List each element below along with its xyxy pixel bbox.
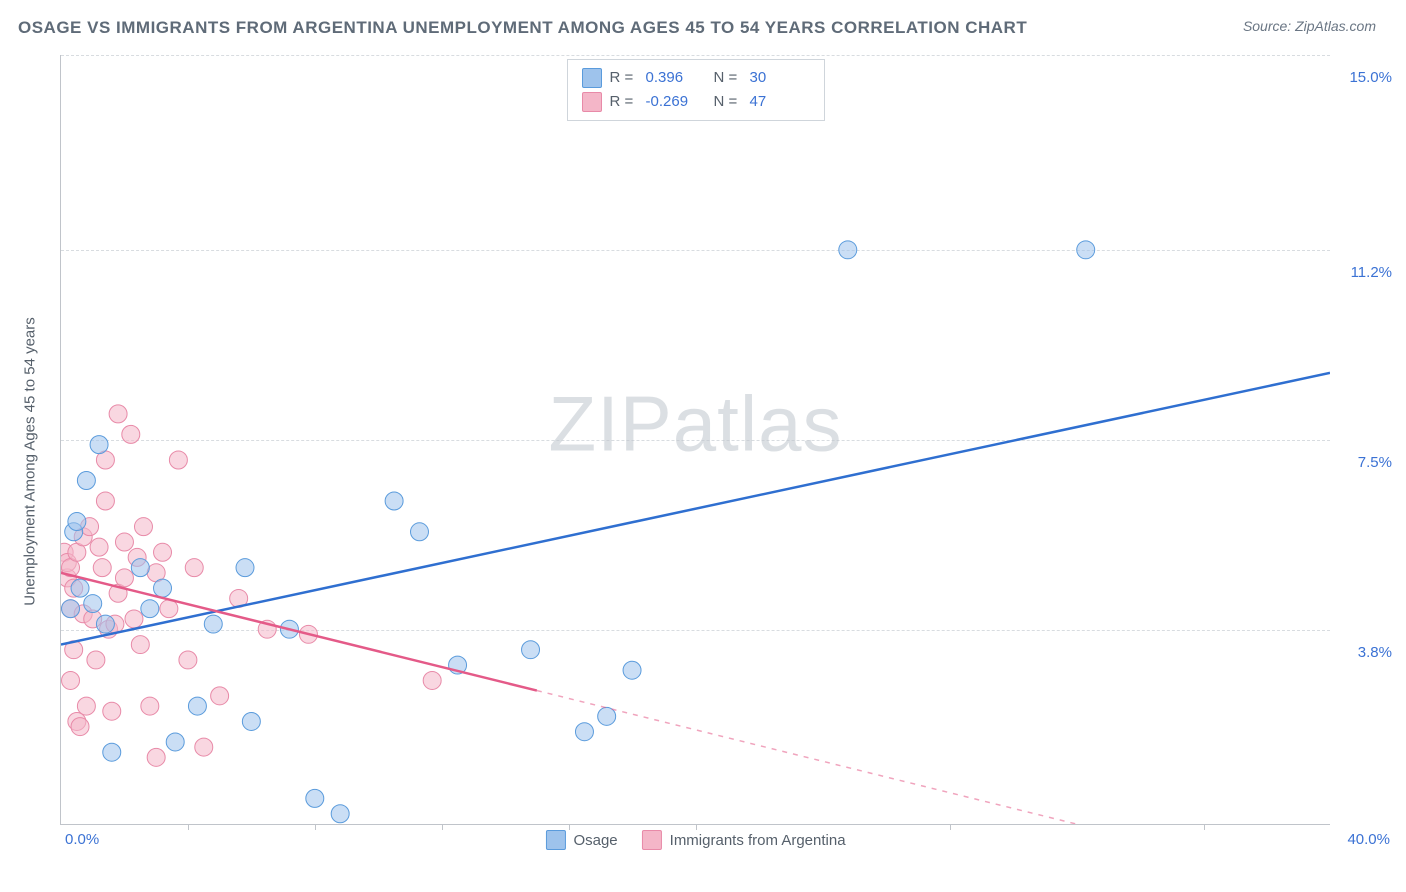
data-point [122, 425, 140, 443]
legend-label-argentina: Immigrants from Argentina [670, 832, 846, 849]
data-point [211, 687, 229, 705]
data-point [188, 697, 206, 715]
data-point [93, 559, 111, 577]
data-point [90, 538, 108, 556]
swatch-osage-icon [545, 830, 565, 850]
trend-line [61, 373, 1330, 645]
data-point [306, 789, 324, 807]
plot-area: ZIPatlas 3.8%7.5%11.2%15.0% 0.0% 40.0% R… [60, 55, 1330, 825]
plot-svg [61, 55, 1330, 824]
swatch-osage [582, 68, 602, 88]
legend-label-osage: Osage [573, 832, 617, 849]
data-point [96, 615, 114, 633]
data-point [575, 723, 593, 741]
data-point [77, 472, 95, 490]
n-label: N = [714, 66, 742, 90]
data-point [141, 600, 159, 618]
swatch-argentina-icon [642, 830, 662, 850]
data-point [96, 492, 114, 510]
data-point [125, 610, 143, 628]
data-point [204, 615, 222, 633]
data-point [77, 697, 95, 715]
data-point [141, 697, 159, 715]
data-point [522, 641, 540, 659]
r-label: R = [610, 66, 638, 90]
data-point [71, 718, 89, 736]
y-tick-label: 15.0% [1349, 69, 1392, 86]
correlation-row-1: R = 0.396 N = 30 [582, 66, 810, 90]
chart-title: OSAGE VS IMMIGRANTS FROM ARGENTINA UNEMP… [18, 18, 1027, 38]
data-point [131, 559, 149, 577]
data-point [134, 518, 152, 536]
data-point [62, 600, 80, 618]
data-point [103, 702, 121, 720]
data-point [154, 543, 172, 561]
data-point [623, 661, 641, 679]
x-axis-min: 0.0% [65, 831, 99, 848]
series-legend: Osage Immigrants from Argentina [545, 830, 845, 850]
r-label: R = [610, 90, 638, 114]
correlation-row-2: R = -0.269 N = 47 [582, 90, 810, 114]
correlation-legend: R = 0.396 N = 30 R = -0.269 N = 47 [567, 59, 825, 121]
y-tick-label: 3.8% [1358, 644, 1392, 661]
trend-line [61, 573, 537, 691]
legend-item-osage: Osage [545, 830, 617, 850]
chart-header: OSAGE VS IMMIGRANTS FROM ARGENTINA UNEMP… [0, 0, 1406, 48]
n-value-2: 47 [750, 90, 810, 114]
y-tick-label: 7.5% [1358, 454, 1392, 471]
data-point [179, 651, 197, 669]
n-value-1: 30 [750, 66, 810, 90]
data-point [1077, 241, 1095, 259]
data-point [385, 492, 403, 510]
data-point [839, 241, 857, 259]
data-point [185, 559, 203, 577]
data-point [87, 651, 105, 669]
chart-container: Unemployment Among Ages 45 to 54 years Z… [50, 55, 1380, 850]
data-point [160, 600, 178, 618]
y-tick-label: 11.2% [1351, 264, 1392, 281]
data-point [195, 738, 213, 756]
data-point [115, 533, 133, 551]
data-point [154, 579, 172, 597]
data-point [84, 595, 102, 613]
data-point [109, 405, 127, 423]
data-point [103, 743, 121, 761]
trend-line-extrapolated [537, 691, 1076, 824]
n-label: N = [714, 90, 742, 114]
data-point [423, 671, 441, 689]
data-point [242, 712, 260, 730]
data-point [90, 436, 108, 454]
legend-item-argentina: Immigrants from Argentina [642, 830, 846, 850]
swatch-argentina [582, 92, 602, 112]
data-point [169, 451, 187, 469]
data-point [236, 559, 254, 577]
r-value-2: -0.269 [646, 90, 706, 114]
y-axis-label: Unemployment Among Ages 45 to 54 years [22, 317, 39, 606]
data-point [115, 569, 133, 587]
data-point [331, 805, 349, 823]
data-point [131, 636, 149, 654]
x-axis-max: 40.0% [1347, 831, 1390, 848]
data-point [410, 523, 428, 541]
data-point [68, 513, 86, 531]
data-point [147, 748, 165, 766]
data-point [62, 671, 80, 689]
data-point [71, 579, 89, 597]
data-point [166, 733, 184, 751]
r-value-1: 0.396 [646, 66, 706, 90]
chart-source: Source: ZipAtlas.com [1243, 18, 1376, 34]
